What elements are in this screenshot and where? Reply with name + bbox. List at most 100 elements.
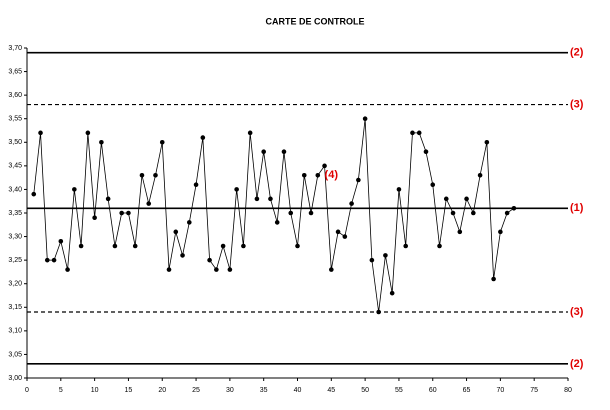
data-point [281,149,287,155]
data-point [443,196,449,202]
data-point [450,210,456,216]
y-tick-label: 3,60 [8,92,22,99]
data-point [342,234,348,239]
x-tick-label: 75 [530,387,538,394]
y-tick-label: 3,00 [8,375,22,382]
data-point [504,210,510,216]
data-point [410,130,415,136]
data-point [389,290,395,296]
data-point [362,116,368,122]
x-tick-label: 10 [91,387,99,394]
data-point [477,172,483,178]
data-point [173,229,179,235]
data-point [491,276,496,282]
control-line-label: (3) [570,98,584,110]
data-point [241,243,246,249]
data-point [416,130,422,136]
x-tick-label: 15 [125,387,133,394]
data-point [105,196,111,202]
x-tick-label: 40 [294,387,302,394]
annotation: (4) [325,169,339,181]
data-point [44,257,50,263]
data-point [200,135,206,140]
x-tick-label: 45 [327,387,335,394]
data-point [99,139,104,145]
y-tick-label: 3,15 [8,304,22,311]
data-point [234,187,239,192]
data-point [139,172,145,178]
x-tick-label: 30 [226,387,234,394]
data-point [227,267,233,272]
data-point [396,187,402,192]
data-point [207,257,212,263]
data-point [315,172,321,178]
data-point [308,210,314,216]
y-tick-label: 3,30 [8,233,22,240]
x-tick-label: 50 [361,387,369,394]
data-point [51,257,57,263]
y-tick-label: 3,55 [8,116,22,123]
y-tick-label: 3,40 [8,186,22,193]
data-point [464,196,469,202]
y-tick-label: 3,70 [8,45,22,52]
y-tick-label: 3,35 [8,210,22,217]
data-point [78,243,84,249]
data-point [430,182,436,188]
control-line-label: (1) [570,202,584,214]
control-line-label: (3) [570,306,584,318]
x-tick-label: 25 [192,387,200,394]
data-point [274,220,280,225]
data-point [511,205,517,211]
data-point [288,210,294,216]
y-tick-label: 3,20 [8,281,22,288]
data-point [214,267,219,272]
data-point [437,243,442,249]
x-tick-label: 55 [395,387,403,394]
x-tick-label: 80 [564,387,572,394]
y-tick-label: 3,10 [8,328,22,335]
data-point [268,196,273,202]
y-tick-label: 3,65 [8,68,22,75]
data-point [471,210,476,216]
data-point [31,191,37,197]
data-point [301,172,307,178]
data-point [132,243,138,249]
chart-title: CARTE DE CONTROLE [266,16,365,26]
data-point [146,201,152,206]
data-point [403,243,409,249]
data-point [126,210,131,216]
y-tick-label: 3,05 [8,351,22,358]
data-point [484,139,490,145]
x-tick-label: 5 [59,387,63,394]
data-point [159,139,165,145]
data-point [72,187,77,192]
data-point [322,163,327,169]
x-tick-label: 60 [429,387,437,394]
data-point [220,243,226,249]
data-point [119,210,124,216]
data-point [112,243,118,249]
data-point [369,257,375,263]
x-tick-label: 65 [463,387,471,394]
data-line [33,118,515,313]
x-tick-label: 35 [260,387,268,394]
data-point [356,177,361,183]
data-point [295,243,300,249]
data-point [383,253,388,258]
data-point [349,201,354,206]
data-point [457,229,463,235]
x-tick-label: 0 [25,387,29,394]
x-tick-label: 20 [158,387,166,394]
y-tick-label: 3,50 [8,139,22,146]
data-point [38,130,43,136]
data-point [498,229,503,235]
data-point [254,196,260,202]
data-point [58,238,64,244]
data-point [193,182,199,188]
data-point [261,149,266,155]
data-point [187,220,192,225]
data-point [329,267,334,272]
data-point [335,229,341,235]
data-point [423,149,429,155]
